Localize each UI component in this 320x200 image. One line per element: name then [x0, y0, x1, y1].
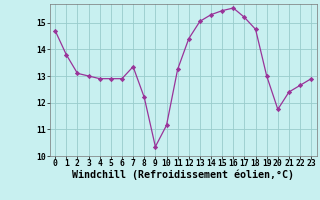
- X-axis label: Windchill (Refroidissement éolien,°C): Windchill (Refroidissement éolien,°C): [72, 170, 294, 180]
